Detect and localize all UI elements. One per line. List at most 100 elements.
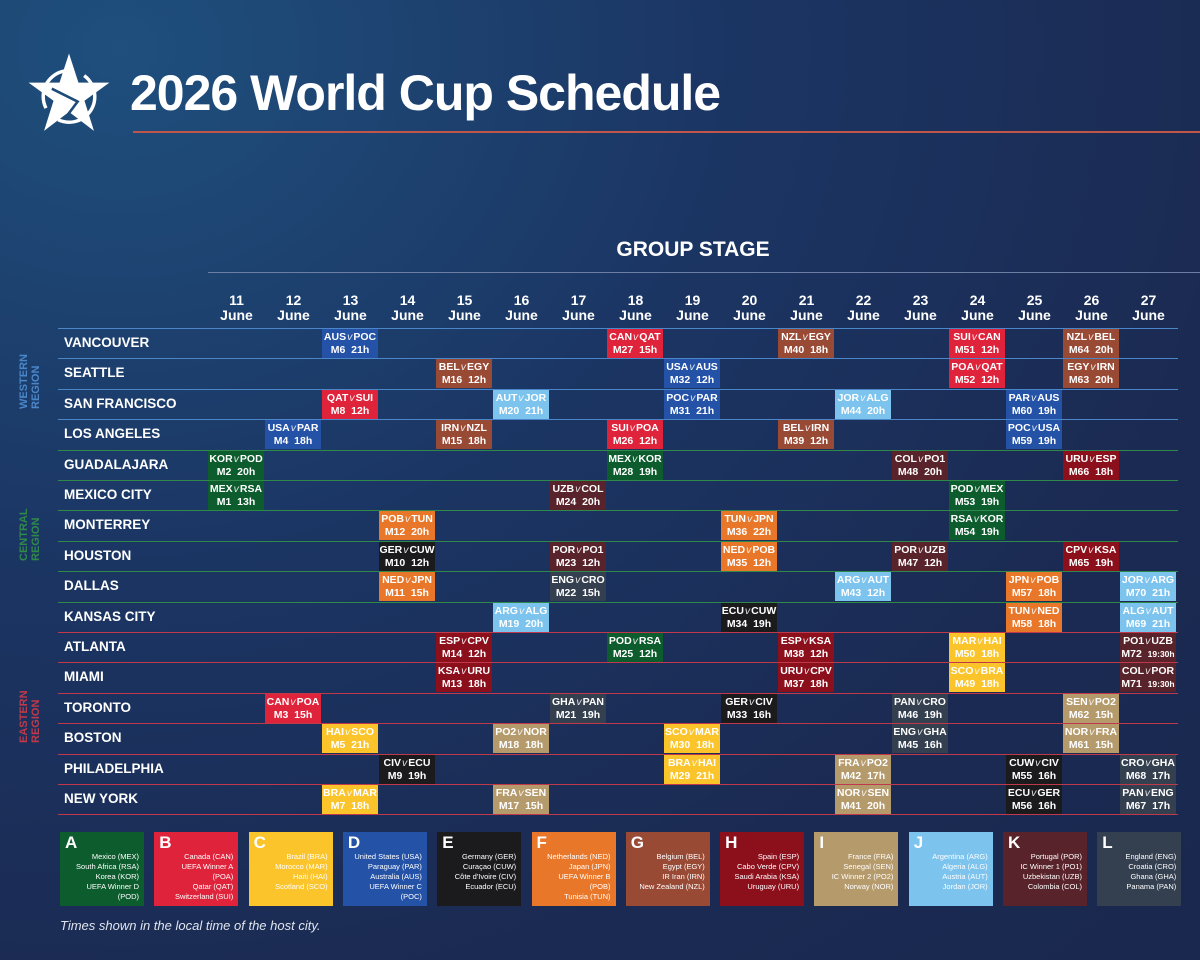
match-cell[interactable]: BRAvHAI M29 21h — [664, 754, 720, 784]
match-cell[interactable]: BELvEGY M16 12h — [436, 359, 492, 389]
home-team: CUW — [1009, 756, 1035, 769]
match-cell[interactable]: NORvSEN M41 20h — [835, 785, 891, 814]
match-cell[interactable]: PODvMEX M53 19h — [949, 481, 1005, 510]
away-team: NZL — [466, 422, 487, 435]
match-cell[interactable]: FRAvSEN M17 15h — [493, 785, 549, 814]
match-cell[interactable]: CANvPOA M3 15h — [265, 693, 321, 723]
match-cell[interactable]: EGYvIRN M63 20h — [1063, 359, 1119, 389]
match-cell[interactable]: SENvPO2 M62 15h — [1063, 693, 1119, 723]
match-cell[interactable]: SUIvPOA M26 12h — [607, 420, 663, 450]
match-cell[interactable]: RSAvKOR M54 19h — [949, 511, 1005, 541]
match-cell[interactable]: CROvGHA M68 17h — [1120, 754, 1176, 784]
match-cell[interactable]: SCOvBRA M49 18h — [949, 663, 1005, 693]
match-info: M13 18h — [436, 678, 492, 691]
match-cell[interactable]: SUIvCAN M51 12h — [949, 329, 1005, 358]
group-legend-b: B Canada (CAN) UEFA Winner A (POA) Qatar (Q… — [154, 832, 239, 906]
match-cell[interactable]: FRAvPO2 M42 17h — [835, 754, 891, 784]
match-cell[interactable]: BRAvMAR M7 18h — [322, 785, 378, 814]
match-number: M61 — [1068, 739, 1090, 752]
team-name: South Africa (RSA) — [76, 862, 139, 871]
city-label: BOSTON — [64, 730, 122, 746]
match-cell[interactable]: MEXvKOR M28 19h — [607, 450, 663, 480]
match-cell[interactable]: UZBvCOL M24 20h — [550, 481, 606, 510]
kickoff-time: 18h — [810, 344, 829, 356]
match-cell[interactable]: HAIvSCO M5 21h — [322, 724, 378, 754]
match-cell[interactable]: CUWvCIV M55 16h — [1006, 754, 1062, 784]
match-cell[interactable]: SCOvMAR M30 18h — [664, 724, 720, 754]
match-cell[interactable]: PO2vNOR M18 18h — [493, 724, 549, 754]
match-cell[interactable]: COLvPO1 M48 20h — [892, 450, 948, 480]
match-cell[interactable]: POAvQAT M52 12h — [949, 359, 1005, 389]
kickoff-time: 15h — [294, 708, 313, 721]
match-cell[interactable]: ESPvCPV M14 12h — [436, 633, 492, 662]
match-cell[interactable]: MEXvRSA M1 13h — [208, 481, 264, 510]
match-cell[interactable]: PANvCRO M46 19h — [892, 693, 948, 723]
match-cell[interactable]: ARGvALG M19 20h — [493, 602, 549, 632]
match-cell[interactable]: JPNvPOB M57 18h — [1006, 572, 1062, 602]
month-label: June — [790, 307, 823, 323]
match-cell[interactable]: USAvAUS M32 12h — [664, 359, 720, 389]
match-cell[interactable]: IRNvNZL M15 18h — [436, 420, 492, 450]
match-cell[interactable]: ARGvAUT M43 12h — [835, 572, 891, 602]
match-cell[interactable]: TUNvNED M58 18h — [1006, 602, 1062, 632]
match-cell[interactable]: URUvCPV M37 18h — [778, 663, 834, 693]
match-cell[interactable]: ALGvAUT M69 21h — [1120, 602, 1176, 632]
match-cell[interactable]: MARvHAI M50 18h — [949, 633, 1005, 662]
match-cell[interactable]: URUvESP M66 18h — [1063, 450, 1119, 480]
home-team: POA — [951, 361, 975, 374]
day-header: 12 June — [265, 293, 322, 323]
match-cell[interactable]: GHAvPAN M21 19h — [550, 693, 606, 723]
match-cell[interactable]: CPVvKSA M65 19h — [1063, 541, 1119, 571]
match-cell[interactable]: AUSvPOC M6 21h — [322, 329, 378, 358]
match-cell[interactable]: POCvUSA M59 19h — [1006, 420, 1062, 450]
team-name: Scotland (SCO) — [275, 882, 328, 891]
match-cell[interactable]: ECUvCUW M34 19h — [721, 602, 777, 632]
match-info: M14 12h — [436, 648, 492, 661]
versus-label: v — [688, 726, 695, 739]
match-cell[interactable]: NZLvBEL M64 20h — [1063, 329, 1119, 358]
match-info: M24 20h — [550, 496, 606, 509]
match-cell[interactable]: JORvALG M44 20h — [835, 389, 891, 419]
match-cell[interactable]: ENGvGHA M45 16h — [892, 724, 948, 754]
team-name: Ghana (GHA) — [1130, 872, 1177, 881]
match-cell[interactable]: POCvPAR M31 21h — [664, 389, 720, 419]
match-cell[interactable]: QATvSUI M8 12h — [322, 389, 378, 419]
match-cell[interactable]: PO1vUZB M72 19:30h — [1120, 633, 1176, 662]
match-number: M32 — [669, 374, 691, 387]
match-cell[interactable]: CANvQAT M27 15h — [607, 329, 663, 358]
match-cell[interactable]: ESPvKSA M38 12h — [778, 633, 834, 662]
versus-label: v — [1144, 574, 1150, 587]
match-cell[interactable]: USAvPAR M4 18h — [265, 420, 321, 450]
match-cell[interactable]: PARvAUS M60 19h — [1006, 389, 1062, 419]
kickoff-time: 20h — [924, 465, 943, 478]
match-cell[interactable]: TUNvJPN M36 22h — [721, 511, 777, 541]
match-cell[interactable]: KSAvURU M13 18h — [436, 663, 492, 693]
match-cell[interactable]: PORvPO1 M23 12h — [550, 541, 606, 571]
match-cell[interactable]: GERvCIV M33 16h — [721, 693, 777, 723]
match-cell[interactable]: NORvFRA M61 15h — [1063, 724, 1119, 754]
match-cell[interactable]: ECUvGER M56 16h — [1006, 785, 1062, 814]
match-cell[interactable]: PORvUZB M47 12h — [892, 541, 948, 571]
match-cell[interactable]: COLvPOR M71 19:30h — [1120, 663, 1176, 693]
match-cell[interactable]: PODvRSA M25 12h — [607, 633, 663, 662]
city-label: SAN FRANCISCO — [64, 395, 177, 411]
match-teams: JORvARG — [1120, 574, 1176, 587]
match-cell[interactable]: KORvPOD M2 20h — [208, 450, 264, 480]
match-cell[interactable]: ENGvCRO M22 15h — [550, 572, 606, 602]
match-cell[interactable]: PANvENG M67 17h — [1120, 785, 1176, 814]
match-number: M69 — [1125, 617, 1147, 630]
match-cell[interactable]: NZLvEGY M40 18h — [778, 329, 834, 358]
team-name: Ecuador (ECU) — [465, 882, 517, 891]
match-cell[interactable]: POBvTUN M12 20h — [379, 511, 435, 541]
home-team: SUI — [953, 331, 971, 343]
match-cell[interactable]: AUTvJOR M20 21h — [493, 389, 549, 419]
match-info: M2 20h — [208, 466, 264, 479]
versus-label: v — [974, 483, 980, 495]
match-cell[interactable]: BELvIRN M39 12h — [778, 420, 834, 450]
match-cell[interactable]: NEDvJPN M11 15h — [379, 572, 435, 602]
match-cell[interactable]: NEDvPOB M35 12h — [721, 541, 777, 571]
match-cell[interactable]: CIVvECU M9 19h — [379, 754, 435, 784]
away-team: COL — [581, 483, 604, 495]
match-cell[interactable]: JORvARG M70 21h — [1120, 572, 1176, 602]
match-cell[interactable]: GERvCUW M10 12h — [379, 541, 435, 571]
